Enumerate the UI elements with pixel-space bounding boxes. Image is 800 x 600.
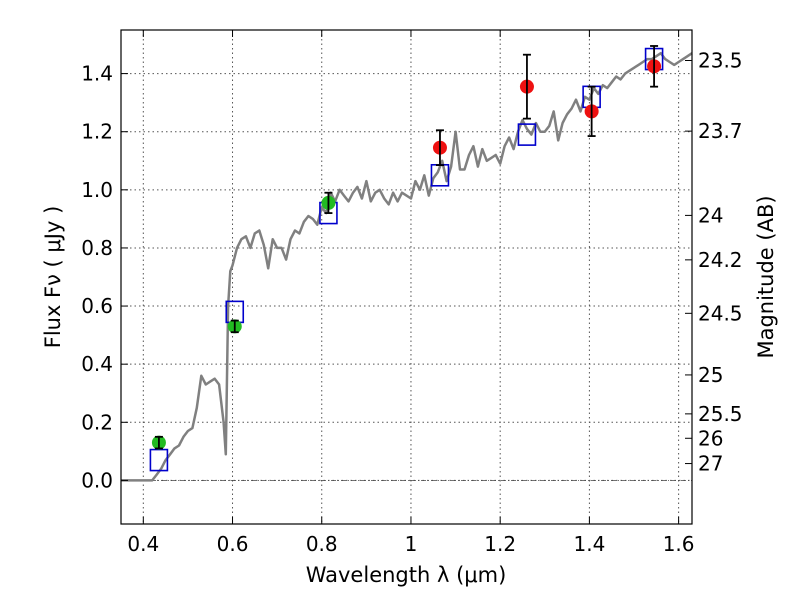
x-tick-label: 0.8 (306, 532, 338, 556)
y-axis-label: Flux Fν ( μJy ) (41, 206, 65, 349)
mag-tick-label: 25 (698, 363, 723, 387)
y-axis-right-label: Magnitude (AB) (754, 195, 778, 358)
x-tick-label: 1 (405, 532, 418, 556)
mag-tick-label: 24.2 (698, 248, 743, 272)
x-tick-label: 1.2 (484, 532, 516, 556)
mag-tick-label: 23.7 (698, 119, 743, 143)
plot-frame (120, 29, 693, 525)
tick-layer: 0.4 0.6 0.8 1 1.2 1.4 1.6 0.0 0.2 0.4 0.6 0.8 1.0 1.2… (81, 30, 743, 556)
mag-tick-label: 27 (698, 452, 723, 476)
y-tick-label: 1.4 (81, 62, 113, 86)
x-tick-label: 0.4 (127, 532, 159, 556)
x-tick-label: 0.6 (217, 532, 249, 556)
mag-tick-label: 24 (698, 203, 723, 227)
x-tick-label: 1.6 (663, 532, 695, 556)
mag-tick-label: 24.5 (698, 301, 743, 325)
model-band-box (517, 123, 537, 146)
mag-tick-label: 23.5 (698, 49, 743, 73)
y-tick-label: 0.6 (81, 294, 113, 318)
y-tick-label: 1.0 (81, 178, 113, 202)
x-axis-label: Wavelength λ (μm) (306, 563, 507, 587)
y-tick-label: 1.2 (81, 120, 113, 144)
y-tick-label: 0.4 (81, 352, 113, 376)
mag-tick-label: 25.5 (698, 402, 743, 426)
mag-tick-label: 26 (698, 426, 723, 450)
y-tick-label: 0.8 (81, 236, 113, 260)
y-tick-label: 0.2 (81, 410, 113, 434)
series-layer (121, 45, 693, 482)
y-tick-label: 0.0 (81, 468, 113, 492)
x-tick-label: 1.4 (573, 532, 605, 556)
